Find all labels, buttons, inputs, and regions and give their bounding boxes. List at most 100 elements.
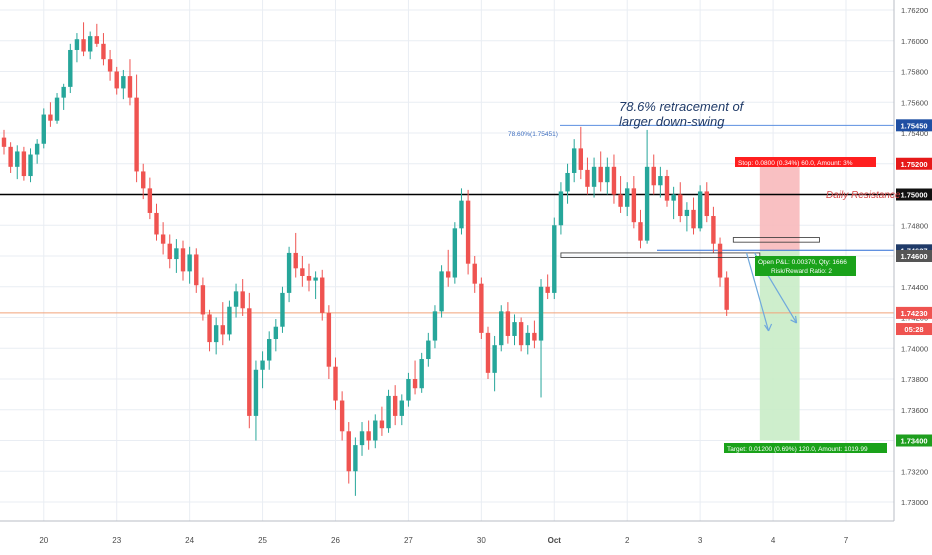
x-tick-label: 23 [112,536,121,545]
candle-body [571,148,577,173]
candle-body [432,311,438,341]
price-badge-label: 1.73400 [900,437,927,446]
candle-body [200,285,206,315]
candle-body [68,49,73,87]
candle-body [538,286,544,341]
candle-body [313,277,318,281]
y-tick-label: 1.73200 [901,467,928,476]
candle-body [717,243,723,278]
candle-body [253,369,259,416]
candle-body [644,166,650,241]
candle-body [147,188,153,213]
candle-body [8,146,13,167]
candle-body [333,366,338,401]
stop-label-box [735,157,876,167]
y-tick-label: 1.75600 [901,98,928,107]
x-tick-label: Oct [548,536,562,545]
price-badge-label: 05:28 [904,325,923,334]
candle-body [28,154,33,177]
y-tick-label: 1.73600 [901,406,928,415]
price-badges: 1.754501.752001.750001.746371.746001.742… [896,119,932,447]
candle-body [41,114,46,144]
candle-body [194,254,199,286]
candle-body [207,314,212,343]
candle-body [160,234,166,244]
candle-body [346,431,351,472]
candle-body [373,420,378,441]
candle-body [492,345,497,373]
candle-body [187,254,192,272]
candle-body [240,291,245,309]
x-tick-label: 24 [185,536,194,545]
open-pl-label: Open P&L: 0.00370, Qty: 1666 [758,259,847,266]
candle-body [625,188,630,207]
y-tick-label: 1.76200 [901,6,928,15]
candle-body [306,275,312,281]
candle-body [121,76,126,89]
candle-body [21,151,27,177]
candle-body [558,191,564,226]
price-badge [896,306,932,319]
stop-zone [759,163,800,251]
candle-body [267,339,272,361]
price-badge [896,119,932,132]
candle-body [499,311,504,346]
candle-body [724,277,729,310]
candle-body [280,292,285,327]
candle-body [359,431,365,446]
candle-body [141,171,146,189]
price-badge-label: 1.74230 [900,309,927,318]
price-badge-label: 1.75200 [900,160,927,169]
candle-body [87,36,93,52]
candle-body [459,200,464,229]
x-tick-label: 3 [698,536,703,545]
zone-box [560,252,761,258]
candle-body [684,209,690,217]
x-tick-label: 25 [258,536,267,545]
candle-body [366,431,371,441]
candle-body [552,225,557,293]
candle-body [233,291,239,307]
candle-body [81,39,86,52]
fib-label: 78.60%(1.75451) [508,131,558,138]
candle-body [446,271,451,278]
price-badge-label: 1.75000 [900,191,927,200]
candle-body [591,166,597,187]
x-tick-label: 20 [39,536,48,545]
price-badge [896,188,932,201]
candle-body [711,216,716,244]
candle-body [565,172,570,192]
candle-body [399,400,404,416]
candle-body [512,322,517,336]
candle-body [406,379,411,401]
retracement-title-line1: 78.6% retracement of [619,99,745,114]
candle-body [154,212,159,235]
candle-body [61,86,66,98]
candle-body [74,39,80,50]
y-tick-label: 1.73000 [901,498,928,507]
candle-body [651,166,656,186]
candle-body [532,332,537,341]
candle-body [518,322,524,346]
candle-body [48,114,53,121]
x-tick-label: 4 [771,536,776,545]
candle-body [320,277,325,313]
stop-label: Stop: 0.0800 (0.34%) 60.0, Amount: 3% [738,160,853,167]
x-tick-label: 30 [477,536,486,545]
candle-body [664,176,670,201]
candle-body [15,151,20,167]
candle-body [691,209,696,229]
candle-body [419,359,424,389]
candle-body [34,143,40,155]
candle-body [525,332,530,346]
candle-body [167,243,172,260]
candle-body [671,194,676,201]
x-tick-label: 7 [844,536,849,545]
candle-body [618,194,623,207]
candle-body [101,43,106,60]
retracement-title-line2: larger down-swing [619,114,725,129]
price-badge-label: 1.75450 [900,121,927,130]
x-tick-label: 27 [404,536,413,545]
